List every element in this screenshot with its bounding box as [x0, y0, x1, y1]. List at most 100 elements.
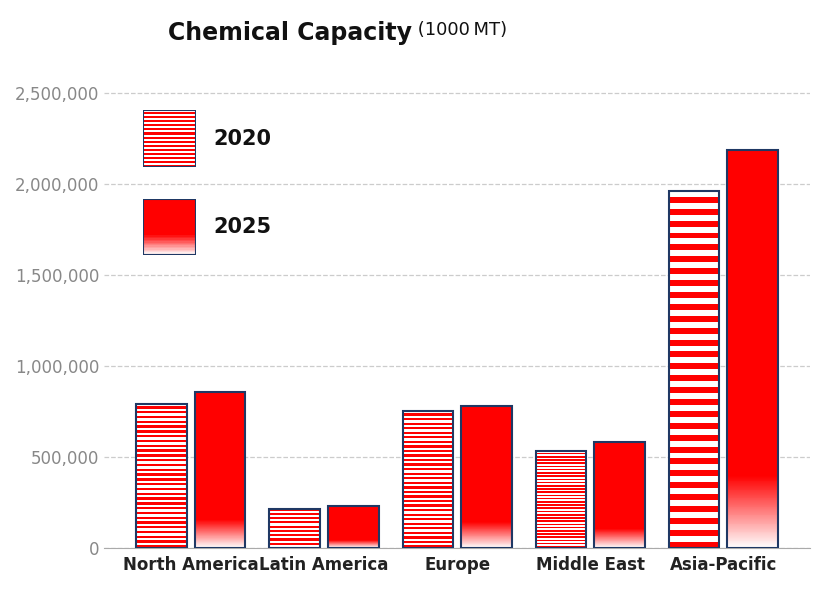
Bar	[269, 520, 320, 521]
Bar	[728, 538, 778, 539]
Bar	[136, 521, 186, 524]
Bar	[728, 491, 778, 492]
Bar	[669, 203, 719, 209]
Bar	[403, 459, 453, 461]
Bar	[728, 529, 778, 530]
Bar	[136, 466, 186, 469]
Bar	[669, 256, 719, 262]
Bar	[535, 520, 587, 522]
Bar	[535, 546, 587, 548]
Bar	[594, 442, 645, 548]
Bar	[403, 438, 453, 441]
Bar	[669, 464, 719, 471]
Bar	[403, 466, 453, 468]
Bar	[728, 537, 778, 538]
Bar	[136, 485, 186, 488]
Bar	[136, 471, 186, 474]
Bar	[535, 532, 587, 533]
Bar	[403, 487, 453, 488]
Bar	[535, 540, 587, 541]
Bar	[728, 540, 778, 541]
Bar	[269, 533, 320, 534]
Bar	[403, 488, 453, 491]
Bar	[136, 456, 186, 459]
Bar	[728, 479, 778, 481]
Bar	[403, 434, 453, 436]
Bar	[136, 428, 186, 430]
Bar	[728, 496, 778, 497]
Bar	[269, 544, 320, 545]
Bar	[535, 537, 587, 538]
Bar	[269, 536, 320, 537]
Bar	[535, 533, 587, 535]
Bar	[669, 244, 719, 250]
Bar	[669, 494, 719, 500]
Bar	[136, 509, 186, 512]
Bar	[728, 546, 778, 547]
Bar	[195, 392, 245, 519]
Bar	[269, 526, 320, 527]
Bar	[403, 538, 453, 541]
Bar	[136, 526, 186, 528]
Bar	[535, 509, 587, 511]
Bar	[269, 513, 320, 514]
Bar	[669, 512, 719, 518]
Bar	[269, 519, 320, 520]
Bar	[669, 446, 719, 452]
Bar	[535, 488, 587, 490]
Bar	[728, 482, 778, 483]
Bar	[136, 538, 186, 541]
Bar	[728, 539, 778, 540]
Bar	[535, 451, 587, 453]
Bar	[535, 485, 587, 487]
Bar	[535, 482, 587, 484]
Bar	[403, 441, 453, 443]
Bar	[136, 461, 186, 464]
Bar	[535, 527, 587, 528]
Bar	[728, 541, 778, 542]
Bar	[669, 429, 719, 435]
Bar	[669, 393, 719, 399]
Bar	[669, 310, 719, 316]
Bar	[669, 423, 719, 429]
Bar	[195, 392, 245, 548]
Bar	[403, 491, 453, 493]
Bar	[728, 485, 778, 486]
Bar	[728, 530, 778, 531]
Bar	[728, 481, 778, 482]
Bar	[136, 492, 186, 495]
Bar	[535, 511, 587, 512]
Bar	[269, 523, 320, 524]
Bar	[136, 447, 186, 449]
Bar	[669, 286, 719, 292]
Bar	[535, 541, 587, 543]
Bar	[136, 495, 186, 497]
Bar	[669, 405, 719, 411]
Bar	[669, 274, 719, 280]
Bar	[269, 525, 320, 526]
Bar	[535, 515, 587, 517]
Bar	[136, 464, 186, 466]
Bar	[669, 280, 719, 286]
Bar	[136, 490, 186, 492]
Bar	[136, 535, 186, 538]
Bar	[728, 526, 778, 527]
Bar	[403, 477, 453, 479]
Bar	[669, 250, 719, 256]
Bar	[269, 517, 320, 518]
Bar	[269, 514, 320, 515]
Bar	[136, 543, 186, 545]
Bar	[136, 528, 186, 531]
Bar	[136, 406, 186, 409]
Bar	[669, 316, 719, 322]
Bar	[535, 528, 587, 530]
Bar	[403, 522, 453, 525]
Bar	[535, 524, 587, 525]
Bar	[403, 541, 453, 543]
Bar	[136, 499, 186, 502]
Bar	[136, 502, 186, 505]
Bar	[728, 500, 778, 501]
Bar	[403, 511, 453, 514]
Bar	[535, 474, 587, 475]
Bar	[403, 534, 453, 537]
